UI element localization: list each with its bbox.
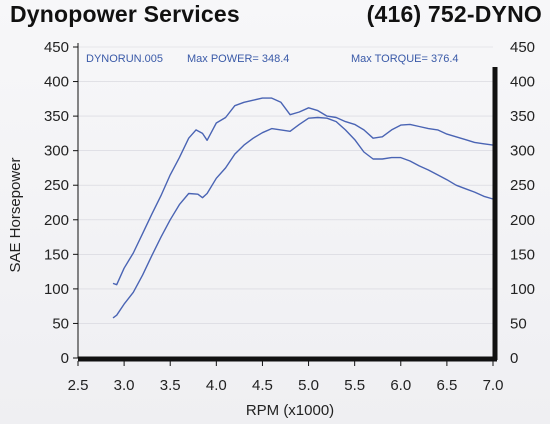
y-tick-label: 200 [44,212,69,229]
x-axis-ticks: 2.5 3.0 3.5 4.0 4.5 5.0 5.5 6.0 6.5 7.0 [68,361,504,394]
y-axis-left-ticks: 0 50 100 150 200 250 300 350 400 450 [44,39,78,367]
y-tick-label-right: 450 [510,39,535,56]
y-tick-label: 100 [44,281,69,298]
chart-axes [77,43,498,362]
y-tick-label-right: 0 [510,350,518,367]
max-torque-label: Max TORQUE= 376.4 [351,53,459,65]
x-tick-label: 3.5 [160,377,181,394]
y-tick-label-right: 400 [510,74,535,91]
y-tick-label: 450 [44,39,69,56]
y-tick-label: 300 [44,143,69,160]
x-tick-label: 5.0 [298,377,319,394]
y-tick-label-right: 200 [510,212,535,229]
y-tick-label-right: 350 [510,108,535,125]
y-axis-title: SAE Horsepower [7,157,24,272]
y-tick-label-right: 250 [510,177,535,194]
x-tick-label: 3.0 [114,377,135,394]
run-label: DYNORUN.005 [86,53,163,65]
x-tick-label: 5.5 [344,377,365,394]
x-tick-label: 4.5 [252,377,273,394]
x-axis-title: RPM (x1000) [246,402,334,419]
y-tick-label: 250 [44,177,69,194]
y-tick-label: 400 [44,74,69,91]
y-tick-label-right: 50 [510,315,527,332]
x-tick-label: 2.5 [68,377,89,394]
x-tick-label: 4.0 [206,377,227,394]
y-tick-label-right: 300 [510,143,535,160]
gridlines [78,46,493,324]
y-tick-label: 150 [44,246,69,263]
y-tick-label: 0 [61,350,69,367]
y-tick-label: 350 [44,108,69,125]
x-tick-label: 7.0 [483,377,504,394]
dyno-curves [112,97,494,319]
x-tick-label: 6.5 [436,377,457,394]
y-tick-label-right: 100 [510,281,535,298]
company-name: Dynopower Services [10,1,240,27]
y-tick-label: 50 [52,315,69,332]
max-power-label: Max POWER= 348.4 [187,53,289,65]
series-line-1 [112,97,494,286]
x-tick-label: 6.0 [390,377,411,394]
y-axis-right-ticks: 0 50 100 150 200 250 300 350 400 450 [510,39,535,367]
series-line-2 [112,116,494,319]
phone-number: (416) 752-DYNO [366,1,542,27]
y-tick-label-right: 150 [510,246,535,263]
